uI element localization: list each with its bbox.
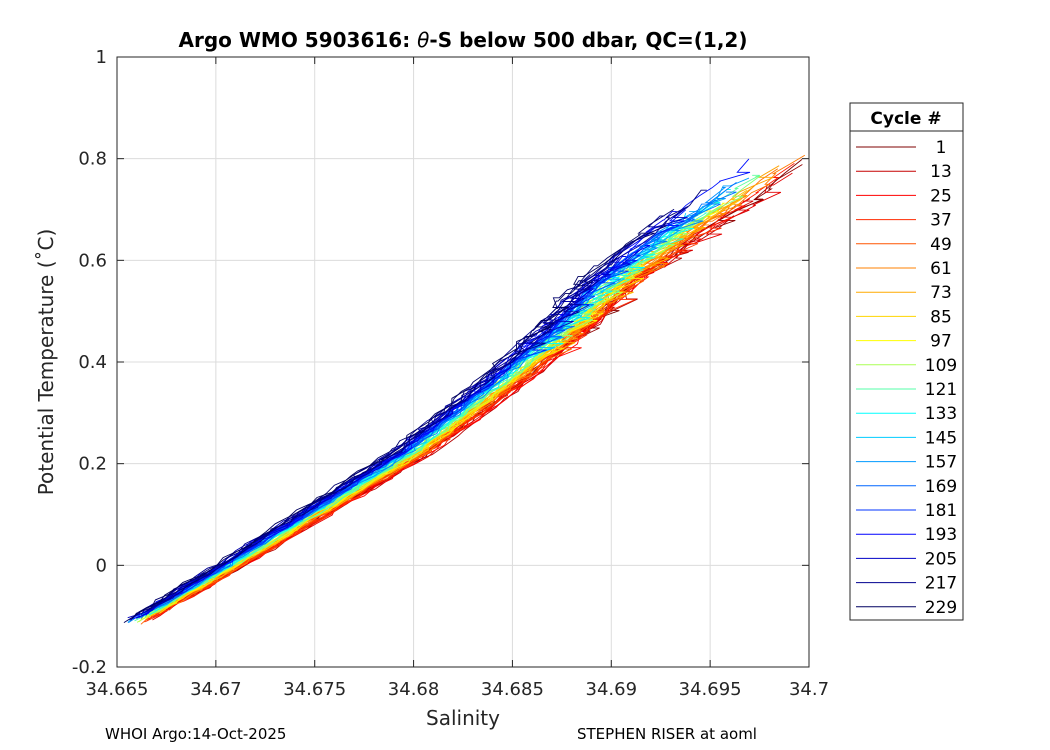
- profile-line: [128, 199, 716, 624]
- legend: Cycle # 1 13 25 37 49 61 73 85 97 109 121 133 145 157…: [849, 102, 964, 621]
- legend-label: 37: [930, 211, 952, 231]
- footer-left-text: WHOI Argo:14-Oct-2025: [105, 725, 287, 743]
- profile-line: [139, 189, 707, 613]
- legend-label: 73: [930, 283, 952, 303]
- footer-right-text: STEPHEN RISER at aoml: [577, 725, 757, 743]
- ticks: [116, 56, 810, 668]
- y-tick-label: 0.6: [78, 250, 107, 271]
- legend-label: 229: [925, 598, 957, 618]
- chart-title: Argo WMO 5903616: θ-S below 500 dbar, QC…: [179, 28, 748, 52]
- profile-line: [148, 257, 620, 613]
- y-tick-label: 0.2: [78, 454, 107, 475]
- x-tick-label: 34.69: [586, 679, 638, 700]
- legend-title: Cycle #: [870, 109, 941, 129]
- profile-line: [134, 217, 704, 622]
- legend-label: 205: [925, 549, 957, 569]
- legend-label: 193: [925, 525, 957, 545]
- x-tick-label: 34.67: [190, 679, 242, 700]
- legend-label: 133: [925, 404, 957, 424]
- legend-label: 181: [925, 501, 957, 521]
- profiles: [123, 154, 806, 625]
- profile-line: [123, 234, 642, 623]
- legend-label: 217: [925, 574, 957, 594]
- legend-label: 85: [930, 307, 952, 327]
- x-tick-label: 34.695: [679, 679, 742, 700]
- legend-label: 13: [930, 162, 952, 182]
- profile-line: [158, 206, 722, 610]
- legend-label: 97: [930, 332, 952, 352]
- x-tick-label: 34.665: [86, 679, 149, 700]
- legend-entries: 1 13 25 37 49 61 73 85 97 109 121 133 145 157 169 181 19…: [856, 138, 957, 618]
- y-tick-labels: -0.2 0 0.2 0.4 0.6 0.8 1: [72, 47, 107, 678]
- legend-label: 49: [930, 235, 952, 255]
- y-axis-label: Potential Temperature (˚C): [34, 229, 58, 496]
- legend-label: 157: [925, 453, 957, 473]
- legend-label: 109: [925, 356, 957, 376]
- profile-line: [130, 257, 618, 621]
- y-tick-label: 1: [96, 47, 107, 68]
- legend-label: 25: [930, 186, 952, 206]
- y-tick-label: 0: [96, 555, 107, 576]
- y-tick-label: 0.4: [78, 352, 107, 373]
- x-tick-label: 34.68: [388, 679, 440, 700]
- legend-label: 169: [925, 477, 957, 497]
- legend-label: 145: [925, 428, 957, 448]
- y-tick-label: 0.8: [78, 149, 107, 170]
- x-tick-label: 34.7: [789, 679, 829, 700]
- legend-label: 121: [925, 380, 957, 400]
- y-tick-label: -0.2: [72, 657, 107, 678]
- x-axis-label: Salinity: [426, 706, 500, 730]
- x-tick-label: 34.675: [283, 679, 346, 700]
- x-tick-labels: 34.665 34.67 34.675 34.68 34.685 34.69 34.695 3…: [86, 679, 830, 700]
- legend-label: 61: [930, 259, 952, 279]
- legend-label: 1: [936, 138, 947, 158]
- x-tick-label: 34.685: [481, 679, 544, 700]
